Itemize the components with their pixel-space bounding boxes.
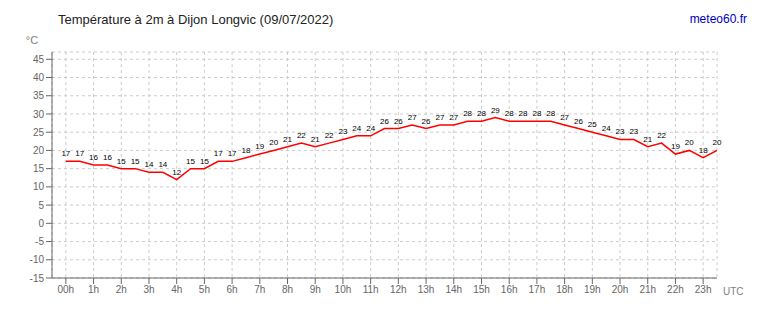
svg-text:15: 15 xyxy=(117,157,126,166)
svg-text:27: 27 xyxy=(408,113,417,122)
svg-text:12h: 12h xyxy=(390,284,407,295)
svg-text:28: 28 xyxy=(546,109,555,118)
svg-text:20: 20 xyxy=(33,145,45,156)
svg-text:16h: 16h xyxy=(501,284,518,295)
svg-text:19: 19 xyxy=(255,142,264,151)
svg-text:20: 20 xyxy=(713,138,722,147)
svg-text:17: 17 xyxy=(228,149,237,158)
svg-text:18h: 18h xyxy=(556,284,573,295)
svg-text:00h: 00h xyxy=(58,284,75,295)
svg-text:17: 17 xyxy=(214,149,223,158)
svg-text:7h: 7h xyxy=(254,284,265,295)
svg-text:14: 14 xyxy=(145,160,154,169)
svg-text:8h: 8h xyxy=(282,284,293,295)
svg-text:23: 23 xyxy=(338,127,347,136)
svg-text:28: 28 xyxy=(532,109,541,118)
svg-text:11h: 11h xyxy=(363,284,379,295)
svg-text:15: 15 xyxy=(200,157,209,166)
svg-text:17: 17 xyxy=(61,149,70,158)
svg-text:15h: 15h xyxy=(473,284,490,295)
svg-text:26: 26 xyxy=(394,117,403,126)
svg-text:35: 35 xyxy=(33,90,45,101)
svg-text:19: 19 xyxy=(671,142,680,151)
svg-text:28: 28 xyxy=(477,109,486,118)
svg-text:25: 25 xyxy=(588,120,597,129)
svg-text:28: 28 xyxy=(519,109,528,118)
html-text:Température à 2m à Dijon Longv: Température à 2m à Dijon Longvic (09/07/… xyxy=(58,11,334,27)
svg-text:17: 17 xyxy=(75,149,84,158)
svg-text:1h: 1h xyxy=(88,284,99,295)
svg-text:5h: 5h xyxy=(199,284,210,295)
svg-text:21: 21 xyxy=(311,135,320,144)
svg-text:24: 24 xyxy=(352,124,361,133)
svg-text:20: 20 xyxy=(685,138,694,147)
svg-text:23: 23 xyxy=(629,127,638,136)
svg-text:24: 24 xyxy=(366,124,375,133)
svg-text:26: 26 xyxy=(380,117,389,126)
svg-text:27: 27 xyxy=(449,113,458,122)
svg-text:6h: 6h xyxy=(227,284,238,295)
svg-text:26: 26 xyxy=(422,117,431,126)
svg-text:25: 25 xyxy=(33,127,45,138)
svg-text:14: 14 xyxy=(158,160,167,169)
svg-text:16: 16 xyxy=(89,153,98,162)
svg-text:28: 28 xyxy=(505,109,514,118)
svg-text:24: 24 xyxy=(602,124,611,133)
svg-text:45: 45 xyxy=(33,54,45,65)
svg-text:UTC: UTC xyxy=(723,286,744,297)
svg-text:21: 21 xyxy=(643,135,652,144)
svg-text:18: 18 xyxy=(699,146,708,155)
svg-text:27: 27 xyxy=(560,113,569,122)
svg-text:15: 15 xyxy=(33,163,45,174)
svg-text:22: 22 xyxy=(325,131,334,140)
svg-text:3h: 3h xyxy=(143,284,154,295)
svg-text:23h: 23h xyxy=(695,284,712,295)
svg-text:9h: 9h xyxy=(310,284,321,295)
svg-text:30: 30 xyxy=(33,109,45,120)
svg-text:18: 18 xyxy=(242,146,251,155)
svg-text:29: 29 xyxy=(491,106,500,115)
svg-text:17h: 17h xyxy=(529,284,546,295)
svg-text:22: 22 xyxy=(297,131,306,140)
svg-text:20h: 20h xyxy=(612,284,629,295)
svg-text:21: 21 xyxy=(283,135,292,144)
svg-text:-15: -15 xyxy=(30,273,45,284)
svg-text:0: 0 xyxy=(38,218,44,229)
svg-text:-10: -10 xyxy=(30,254,45,265)
svg-text:26: 26 xyxy=(574,117,583,126)
svg-text:2h: 2h xyxy=(116,284,127,295)
svg-text:20: 20 xyxy=(269,138,278,147)
svg-text:5: 5 xyxy=(38,200,44,211)
svg-text:15: 15 xyxy=(131,157,140,166)
svg-text:22h: 22h xyxy=(667,284,684,295)
html-text:meteo60.fr: meteo60.fr xyxy=(689,12,747,26)
svg-text:4h: 4h xyxy=(171,284,182,295)
svg-text:10h: 10h xyxy=(335,284,352,295)
svg-text:14h: 14h xyxy=(445,284,462,295)
svg-text:23: 23 xyxy=(616,127,625,136)
svg-text:10: 10 xyxy=(33,181,45,192)
svg-text:°C: °C xyxy=(26,34,38,46)
svg-text:19h: 19h xyxy=(584,284,601,295)
svg-text:40: 40 xyxy=(33,72,45,83)
svg-text:15: 15 xyxy=(186,157,195,166)
svg-text:13h: 13h xyxy=(418,284,435,295)
svg-text:21h: 21h xyxy=(639,284,656,295)
svg-text:22: 22 xyxy=(657,131,666,140)
svg-text:16: 16 xyxy=(103,153,112,162)
svg-text:-5: -5 xyxy=(35,236,44,247)
svg-text:27: 27 xyxy=(435,113,444,122)
svg-text:28: 28 xyxy=(463,109,472,118)
svg-text:12: 12 xyxy=(172,168,181,177)
